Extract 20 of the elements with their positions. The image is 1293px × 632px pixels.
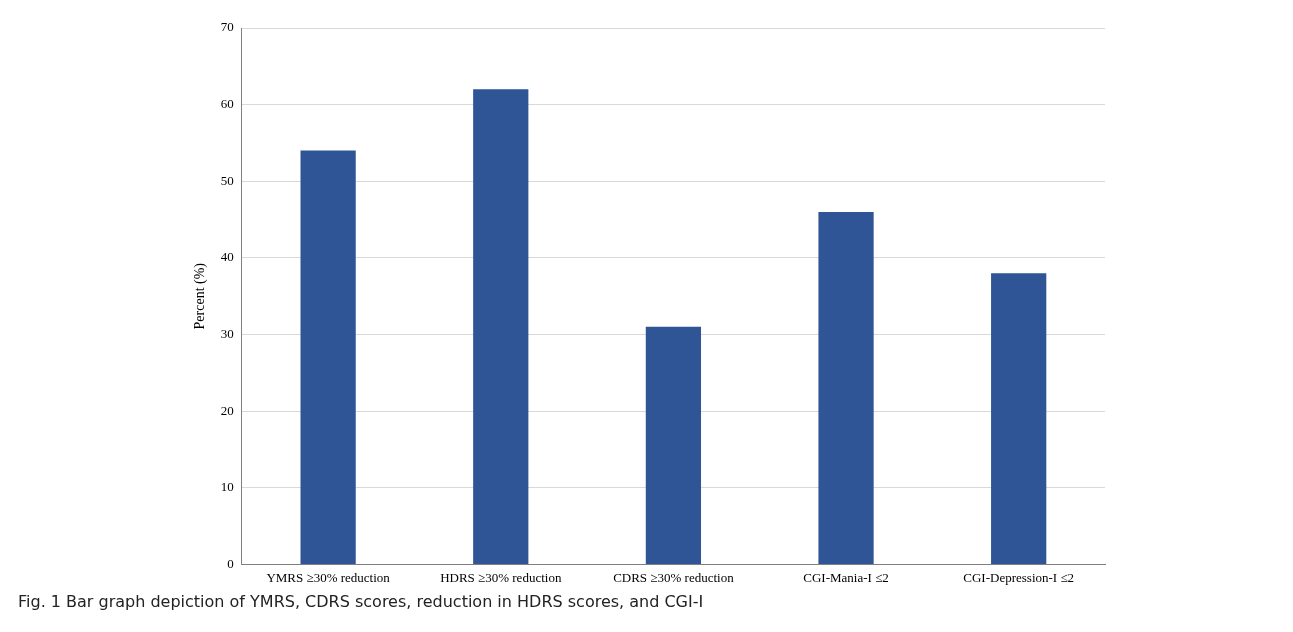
- y-tick-label: 50: [220, 172, 234, 188]
- y-tick-label: 60: [220, 96, 234, 112]
- y-tick-label: 70: [220, 19, 234, 35]
- bar: [300, 150, 356, 564]
- caption: Fig. 1 Bar graph depiction of YMRS, CDRS scores, reduction in HDRS scores, and CGI-I: [17, 592, 705, 611]
- y-tick-label: 0: [227, 555, 234, 571]
- x-tick-label: YMRS ≥30% reduction: [266, 569, 391, 585]
- bar: [645, 326, 702, 564]
- bar: [991, 273, 1047, 564]
- y-tick-label: 40: [220, 249, 234, 265]
- y-tick-label: 30: [220, 325, 234, 341]
- x-tick-label: HDRS ≥30% reduction: [440, 569, 562, 585]
- x-tick-label: CDRS ≥30% reduction: [613, 569, 735, 585]
- y-tick-label: 10: [220, 479, 234, 495]
- bar: [818, 211, 874, 564]
- y-tick-label: 20: [220, 402, 234, 418]
- bar: [473, 89, 529, 564]
- y-axis-title: Percent (%): [192, 262, 209, 330]
- x-tick-label: CGI-Mania-I ≤2: [803, 569, 889, 585]
- x-tick-label: CGI-Depression-I ≤2: [963, 569, 1075, 585]
